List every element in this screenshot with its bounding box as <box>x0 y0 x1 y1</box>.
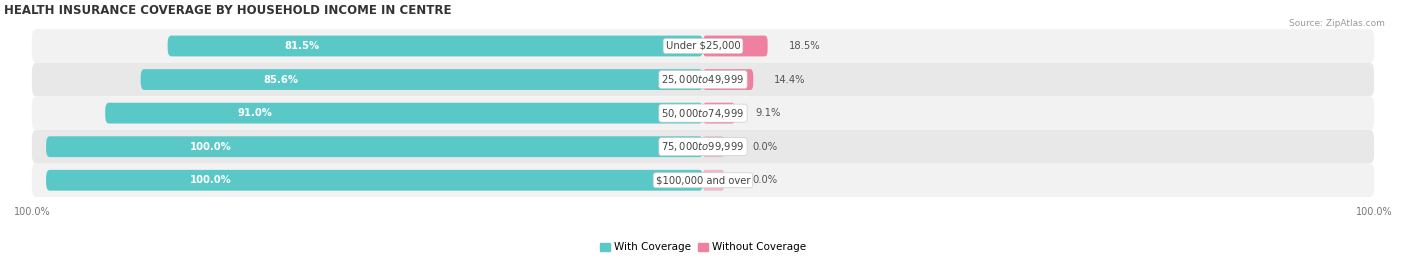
FancyBboxPatch shape <box>32 96 1374 130</box>
Text: 18.5%: 18.5% <box>789 41 820 51</box>
Text: HEALTH INSURANCE COVERAGE BY HOUSEHOLD INCOME IN CENTRE: HEALTH INSURANCE COVERAGE BY HOUSEHOLD I… <box>4 4 451 17</box>
FancyBboxPatch shape <box>703 103 735 123</box>
Text: Under $25,000: Under $25,000 <box>665 41 741 51</box>
FancyBboxPatch shape <box>703 136 724 157</box>
Text: 91.0%: 91.0% <box>238 108 273 118</box>
FancyBboxPatch shape <box>703 69 754 90</box>
Text: 100.0%: 100.0% <box>190 175 231 185</box>
Legend: With Coverage, Without Coverage: With Coverage, Without Coverage <box>596 238 810 257</box>
Text: 14.4%: 14.4% <box>775 75 806 84</box>
FancyBboxPatch shape <box>703 170 724 191</box>
FancyBboxPatch shape <box>32 164 1374 197</box>
Text: $100,000 and over: $100,000 and over <box>655 175 751 185</box>
Text: $25,000 to $49,999: $25,000 to $49,999 <box>661 73 745 86</box>
FancyBboxPatch shape <box>46 170 703 191</box>
Text: $75,000 to $99,999: $75,000 to $99,999 <box>661 140 745 153</box>
Text: $50,000 to $74,999: $50,000 to $74,999 <box>661 107 745 120</box>
Text: 81.5%: 81.5% <box>284 41 319 51</box>
FancyBboxPatch shape <box>32 130 1374 164</box>
Text: Source: ZipAtlas.com: Source: ZipAtlas.com <box>1289 19 1385 28</box>
Text: 0.0%: 0.0% <box>752 142 778 152</box>
FancyBboxPatch shape <box>141 69 703 90</box>
Text: 85.6%: 85.6% <box>264 75 298 84</box>
FancyBboxPatch shape <box>167 36 703 56</box>
Text: 0.0%: 0.0% <box>752 175 778 185</box>
FancyBboxPatch shape <box>32 63 1374 96</box>
FancyBboxPatch shape <box>703 36 768 56</box>
Text: 9.1%: 9.1% <box>756 108 782 118</box>
Text: 100.0%: 100.0% <box>190 142 231 152</box>
FancyBboxPatch shape <box>105 103 703 123</box>
FancyBboxPatch shape <box>32 29 1374 63</box>
FancyBboxPatch shape <box>46 136 703 157</box>
